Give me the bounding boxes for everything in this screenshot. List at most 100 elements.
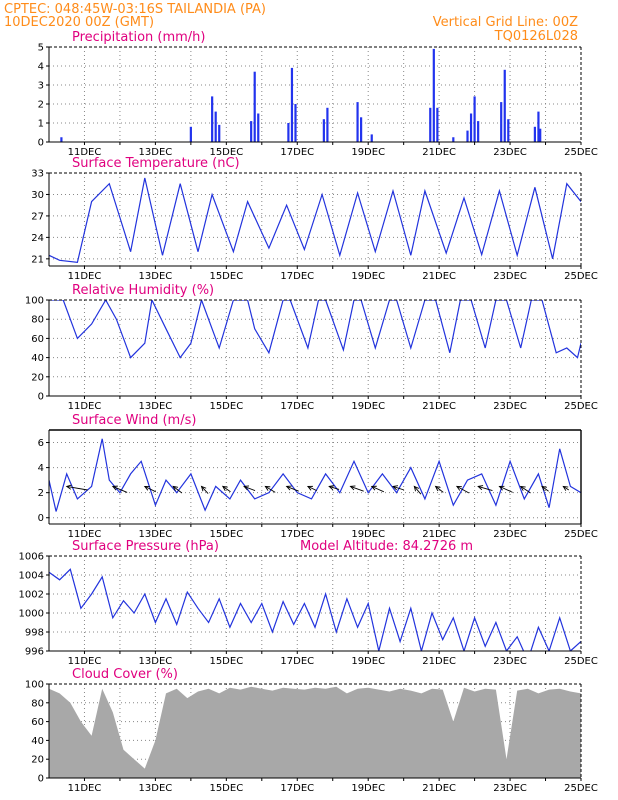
grid-note: Vertical Grid Line: 00Z (433, 15, 578, 30)
pressure-ytick-label: 1002 (19, 590, 44, 601)
precipitation-bar (287, 123, 290, 142)
wind-arrow (286, 485, 299, 492)
cloud-cover-area (49, 686, 581, 778)
humidity-xtick-label: 21DEC (422, 401, 456, 412)
humidity-ytick-label: 100 (25, 296, 44, 307)
pressure-ytick-label: 998 (25, 628, 44, 639)
wind-arrow (520, 486, 531, 494)
temperature-xtick-label: 15DEC (209, 271, 243, 282)
temperature-ytick-label: 21 (31, 254, 44, 265)
wind-arrow-head (65, 484, 72, 490)
precipitation-bar (253, 71, 256, 142)
wind-arrow (307, 485, 317, 492)
precipitation-bar (452, 137, 455, 142)
precipitation-bar (290, 67, 294, 142)
precipitation-ytick-label: 5 (38, 43, 44, 54)
wind-arrow-head (392, 485, 399, 491)
wind-arrow-head (306, 485, 313, 491)
precipitation-bar (432, 48, 435, 142)
precipitation-ytick-label: 1 (38, 119, 44, 130)
precipitation-bar (218, 124, 221, 142)
wind-ytick-label: 0 (38, 513, 44, 524)
temperature-xtick-label: 23DEC (493, 271, 527, 282)
precipitation-xtick-label: 21DEC (422, 147, 456, 158)
wind-xtick-label: 25DEC (564, 529, 598, 540)
precipitation-bar (211, 96, 214, 142)
cloud-cover-xtick-label: 13DEC (139, 783, 173, 794)
wind-arrow-head (477, 485, 484, 491)
temperature-ytick-label: 33 (31, 169, 44, 180)
precipitation-bar (356, 102, 359, 142)
pressure-line (49, 568, 581, 651)
temperature-title: Surface Temperature (nC) (72, 156, 240, 171)
pressure-ytick-label: 1006 (19, 552, 44, 563)
humidity-ytick-label: 60 (31, 334, 44, 345)
humidity-xtick-label: 15DEC (209, 401, 243, 412)
cloud-cover-ytick-label: 20 (31, 755, 44, 766)
wind-arrow (563, 486, 570, 491)
pressure-xtick-label: 11DEC (68, 656, 102, 667)
precipitation-xtick-label: 15DEC (209, 147, 243, 158)
precipitation-bar (469, 113, 473, 142)
cloud-cover-ytick-label: 60 (31, 717, 44, 728)
precipitation-bar (473, 96, 476, 142)
precipitation-bar (326, 107, 329, 142)
wind-arrow-head (285, 485, 292, 491)
wind-arrow (541, 486, 549, 492)
pressure-panel: 996 998 1000 1002 1004 1006 11DEC 13DEC 15DEC 17D… (19, 539, 598, 667)
precipitation-bar (429, 107, 432, 142)
precipitation-bar (539, 128, 542, 142)
wind-arrow (243, 485, 256, 492)
cloud-cover-xtick-label: 25DEC (564, 783, 598, 794)
humidity-xtick-label: 17DEC (280, 401, 314, 412)
humidity-xtick-label: 19DEC (351, 401, 385, 412)
wind-ytick-label: 6 (38, 438, 44, 449)
precipitation-ytick-label: 2 (38, 100, 44, 111)
wind-xtick-label: 15DEC (209, 529, 243, 540)
precipitation-ytick-label: 0 (38, 138, 44, 149)
temperature-xtick-label: 19DEC (351, 271, 385, 282)
temperature-xtick-label: 13DEC (139, 271, 173, 282)
wind-arrow-head (200, 485, 207, 492)
wind-arrow (112, 485, 128, 493)
pressure-xtick-label: 17DEC (280, 656, 314, 667)
temperature-ytick-label: 24 (31, 233, 44, 244)
precipitation-xtick-label: 11DEC (68, 147, 102, 158)
temperature-xtick-label: 11DEC (68, 271, 102, 282)
pressure-ytick-label: 1004 (19, 571, 44, 582)
humidity-ytick-label: 0 (38, 392, 44, 403)
temperature-ytick-label: 27 (31, 211, 44, 222)
wind-xtick-label: 21DEC (422, 529, 456, 540)
humidity-ytick-label: 40 (31, 353, 44, 364)
precipitation-ytick-label: 3 (38, 81, 44, 92)
wind-line (49, 438, 581, 512)
temperature-ytick-label: 30 (31, 190, 44, 201)
pressure-xtick-label: 21DEC (422, 656, 456, 667)
temperature-line (49, 177, 581, 264)
wind-arrow-head (562, 485, 569, 491)
precipitation-bar (322, 119, 325, 142)
precipitation-bar (533, 126, 536, 142)
pressure-ytick-label: 1000 (19, 609, 44, 620)
model-code: TQ0126L028 (494, 29, 578, 44)
wind-title: Surface Wind (m/s) (72, 413, 196, 428)
precipitation-ytick-label: 4 (38, 62, 44, 73)
wind-arrow (392, 485, 405, 491)
humidity-xtick-label: 13DEC (139, 401, 173, 412)
wind-arrow (66, 485, 88, 491)
cloud-cover-ytick-label: 80 (31, 698, 44, 709)
precipitation-panel: 0 1 2 3 4 5 11DEC 13DEC 15DEC 17DEC 19DEC 21DEC 23DE… (38, 30, 598, 158)
precipitation-bar (537, 111, 540, 142)
cloud-cover-xtick-label: 19DEC (351, 783, 385, 794)
humidity-xtick-label: 23DEC (493, 401, 527, 412)
temperature-panel: 21 24 27 30 33 11DEC 13DEC 15DEC 17DEC 19DEC 21DEC… (31, 156, 598, 282)
wind-arrow (144, 485, 156, 493)
wind-arrow (413, 486, 422, 495)
wind-arrow-head (498, 485, 505, 491)
precipitation-xtick-label: 23DEC (493, 147, 527, 158)
wind-arrow-head (519, 485, 526, 491)
wind-arrow-head (349, 485, 356, 491)
precipitation-title: Precipitation (mm/h) (72, 30, 205, 45)
pressure-title: Surface Pressure (hPa) (72, 539, 219, 554)
